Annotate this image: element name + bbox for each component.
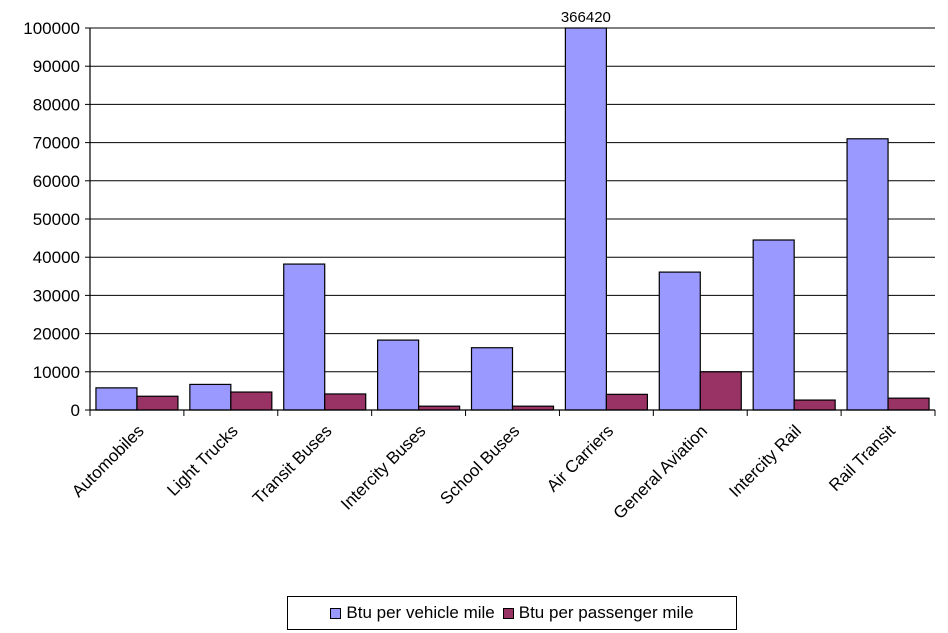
bar-vehicle <box>470 347 514 411</box>
y-tick-labels: 0 10000 20000 30000 40000 50000 60000 70000 8000… <box>23 19 80 420</box>
bar-passenger <box>230 391 273 411</box>
y-tick-label: 100000 <box>23 19 80 38</box>
y-tick-label: 40000 <box>33 248 80 267</box>
bar-vehicle <box>658 271 701 411</box>
bar-vehicle <box>189 383 232 411</box>
data-label: 366420 <box>561 9 611 26</box>
x-tick-label: School Buses <box>436 421 523 508</box>
y-tick-label: 70000 <box>33 134 80 153</box>
y-tick-label: 60000 <box>33 172 80 191</box>
axes <box>89 28 935 411</box>
x-tick-label: Automobiles <box>68 421 148 501</box>
legend-swatch-passenger <box>502 607 514 619</box>
legend-item-vehicle: Btu per vehicle mile <box>330 603 495 623</box>
y-tick-label: 0 <box>71 401 80 420</box>
bar-chart-plot: 0 10000 20000 30000 40000 50000 60000 70000 8000… <box>23 9 936 523</box>
data-labels: 366420 <box>561 9 611 26</box>
bar-passenger <box>324 393 367 411</box>
y-tick-label: 30000 <box>33 286 80 305</box>
bar-passenger <box>136 395 179 411</box>
legend-item-passenger: Btu per passenger mile <box>502 603 694 623</box>
bar-vehicle <box>95 387 138 411</box>
x-tick-label: Light Trucks <box>163 421 241 499</box>
bar-passenger <box>605 393 648 411</box>
y-tick-label: 50000 <box>33 210 80 229</box>
bars <box>95 27 930 411</box>
bar-passenger <box>887 397 930 411</box>
x-tick-label: Transit Buses <box>249 421 335 507</box>
legend-swatch-vehicle <box>330 607 342 619</box>
x-tick-label: Air Carriers <box>543 421 617 495</box>
x-tick-label: Intercity Buses <box>337 421 429 513</box>
y-tick-label: 20000 <box>33 325 80 344</box>
bar-vehicle <box>564 27 607 411</box>
bar-vehicle <box>752 239 795 411</box>
gridlines <box>85 27 936 416</box>
legend: Btu per vehicle mile Btu per passenger m… <box>287 596 737 630</box>
bar-vehicle <box>377 339 420 411</box>
y-tick-label: 10000 <box>33 363 80 382</box>
y-tick-label: 80000 <box>33 95 80 114</box>
bar-passenger <box>699 371 742 411</box>
bar-vehicle <box>283 263 326 411</box>
legend-label-vehicle: Btu per vehicle mile <box>346 603 495 622</box>
legend-label-passenger: Btu per passenger mile <box>518 603 694 622</box>
bar-passenger <box>793 399 836 411</box>
x-tick-label: Rail Transit <box>825 421 899 495</box>
bar-vehicle <box>846 138 889 411</box>
x-tick-label: General Aviation <box>610 421 711 522</box>
x-tick-label: Intercity Rail <box>725 421 805 501</box>
x-tick-labels: Automobiles Light Trucks Transit Buses Inte… <box>68 421 899 523</box>
y-tick-label: 90000 <box>33 57 80 76</box>
